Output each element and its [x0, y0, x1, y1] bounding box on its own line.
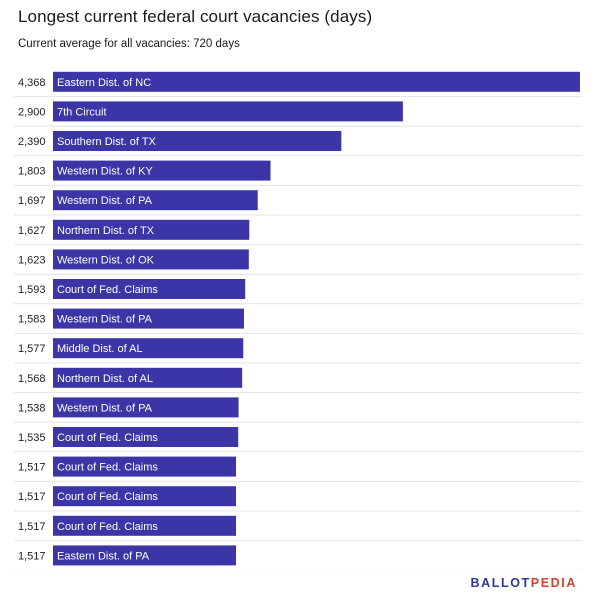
category-label: Eastern Dist. of PA	[57, 550, 150, 562]
value-label: 1,538	[18, 402, 46, 414]
value-label: 1,517	[18, 550, 46, 562]
category-label: Middle Dist. of AL	[57, 343, 143, 355]
category-label: Western Dist. of PA	[57, 314, 153, 326]
value-label: 1,517	[18, 491, 46, 503]
bar	[53, 367, 243, 388]
value-label: 4,368	[18, 77, 46, 89]
bar-chart: 4,368 Eastern Dist. of NC 2,900 7th Circuit…	[14, 71, 582, 570]
category-label: Court of Fed. Claims	[57, 521, 158, 533]
value-label: 1,517	[18, 521, 46, 533]
value-label: 1,517	[18, 462, 46, 474]
category-label: Western Dist. of PA	[57, 195, 153, 207]
value-label: 1,577	[18, 343, 46, 355]
value-label: 2,900	[18, 106, 46, 118]
value-label: 1,627	[18, 225, 46, 237]
bar	[53, 190, 258, 211]
value-label: 2,390	[18, 136, 46, 148]
bar	[53, 338, 244, 359]
category-label: Court of Fed. Claims	[57, 432, 158, 444]
value-label: 1,568	[18, 373, 46, 385]
ballotpedia-logo: BALLOTPEDIA	[471, 576, 578, 590]
value-label: 1,535	[18, 432, 46, 444]
category-label: Northern Dist. of AL	[57, 373, 153, 385]
chart-title: Longest current federal court vacancies …	[18, 7, 373, 26]
category-label: Southern Dist. of TX	[57, 136, 157, 148]
value-label: 1,623	[18, 254, 46, 266]
category-label: Western Dist. of PA	[57, 402, 153, 414]
bar	[53, 545, 237, 566]
category-label: Western Dist. of OK	[57, 254, 155, 266]
logo-part-pedia: PEDIA	[530, 576, 577, 590]
bar	[53, 486, 237, 507]
chart-subtitle: Current average for all vacancies: 720 d…	[18, 38, 240, 50]
bar	[53, 279, 246, 299]
bar	[53, 219, 250, 240]
category-label: 7th Circuit	[57, 106, 107, 118]
category-label: Court of Fed. Claims	[57, 462, 158, 474]
value-label: 1,803	[18, 166, 46, 178]
value-label: 1,583	[18, 314, 46, 326]
bar	[53, 308, 244, 329]
category-label: Northern Dist. of TX	[57, 225, 155, 237]
bar	[53, 71, 580, 92]
bar	[53, 427, 239, 447]
category-label: Court of Fed. Claims	[57, 284, 158, 296]
category-label: Court of Fed. Claims	[57, 491, 158, 503]
category-label: Western Dist. of KY	[57, 166, 153, 178]
bar	[53, 160, 271, 181]
value-label: 1,697	[18, 195, 46, 207]
bar	[53, 397, 239, 418]
bar	[53, 101, 403, 122]
bar	[53, 456, 237, 477]
bar	[53, 249, 249, 270]
logo-part-ballot: BALLOT	[470, 576, 531, 590]
category-label: Eastern Dist. of NC	[57, 77, 151, 89]
bar	[53, 515, 237, 536]
value-label: 1,593	[18, 284, 46, 296]
bar	[53, 131, 342, 151]
